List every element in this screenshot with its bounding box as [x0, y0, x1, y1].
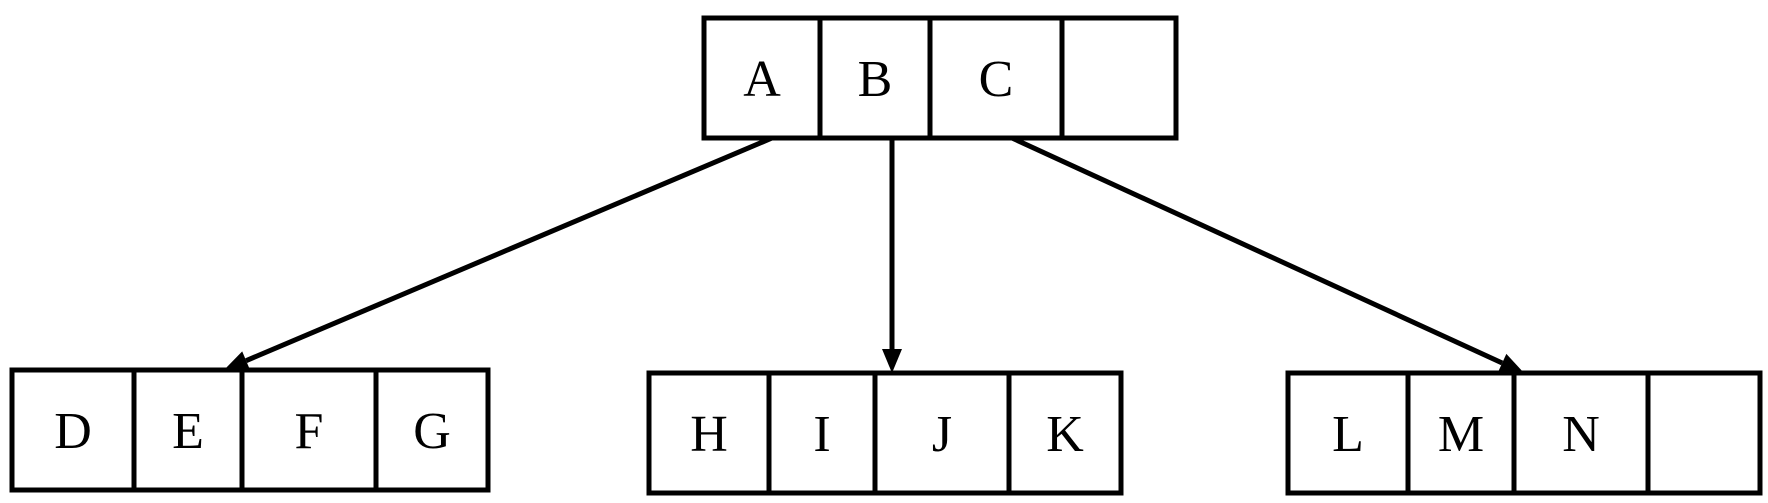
- node-right: L M N: [1285, 370, 1763, 496]
- cell-box: [766, 370, 878, 496]
- node-cell: D: [9, 367, 137, 493]
- cell-label: M: [1438, 406, 1484, 463]
- cell-box: [373, 367, 491, 493]
- node-cell: H: [646, 370, 772, 496]
- cell-box: [701, 15, 823, 141]
- edge-root-middle: [882, 138, 902, 373]
- cell-box: [1059, 15, 1179, 141]
- cell-box: [1405, 370, 1517, 496]
- node-cell: C: [927, 15, 1065, 141]
- edge-line: [1010, 135, 1504, 366]
- cell-label: N: [1562, 406, 1600, 463]
- arrow-head: [1498, 353, 1524, 373]
- node-cell: N: [1511, 370, 1651, 496]
- node-cell: K: [1006, 370, 1124, 496]
- cell-label: A: [743, 51, 781, 108]
- node-cell: I: [766, 370, 878, 496]
- edge-root-left: [224, 135, 773, 370]
- node-cell: G: [373, 367, 491, 493]
- node-cell: A: [701, 15, 823, 141]
- nodes: A B C D E F G H I J K L M N: [9, 15, 1763, 496]
- cell-label: B: [858, 51, 893, 108]
- arrow-head: [224, 351, 250, 370]
- arrow-head: [882, 349, 902, 373]
- node-cell: F: [239, 367, 379, 493]
- cell-label: G: [413, 403, 451, 460]
- cell-label: J: [932, 406, 952, 463]
- node-cell: [1645, 370, 1763, 496]
- edges: [224, 135, 1524, 373]
- cell-box: [1006, 370, 1124, 496]
- cell-label: E: [172, 403, 204, 460]
- node-cell: E: [131, 367, 245, 493]
- cell-box: [927, 15, 1065, 141]
- cell-label: F: [295, 403, 324, 460]
- cell-label: L: [1332, 406, 1364, 463]
- cell-box: [1511, 370, 1651, 496]
- cell-box: [239, 367, 379, 493]
- edge-line: [245, 135, 773, 363]
- cell-box: [9, 367, 137, 493]
- cell-label: K: [1046, 406, 1084, 463]
- cell-label: C: [979, 51, 1014, 108]
- node-left: D E F G: [9, 367, 491, 493]
- cell-label: H: [690, 406, 728, 463]
- node-cell: L: [1285, 370, 1411, 496]
- cell-box: [1645, 370, 1763, 496]
- node-middle: H I J K: [646, 370, 1124, 496]
- node-cell: [1059, 15, 1179, 141]
- node-cell: J: [872, 370, 1012, 496]
- cell-box: [646, 370, 772, 496]
- node-cell: B: [817, 15, 933, 141]
- cell-label: I: [813, 406, 830, 463]
- cell-label: D: [54, 403, 92, 460]
- node-cell: M: [1405, 370, 1517, 496]
- edge-root-right: [1010, 135, 1524, 373]
- node-root: A B C: [701, 15, 1179, 141]
